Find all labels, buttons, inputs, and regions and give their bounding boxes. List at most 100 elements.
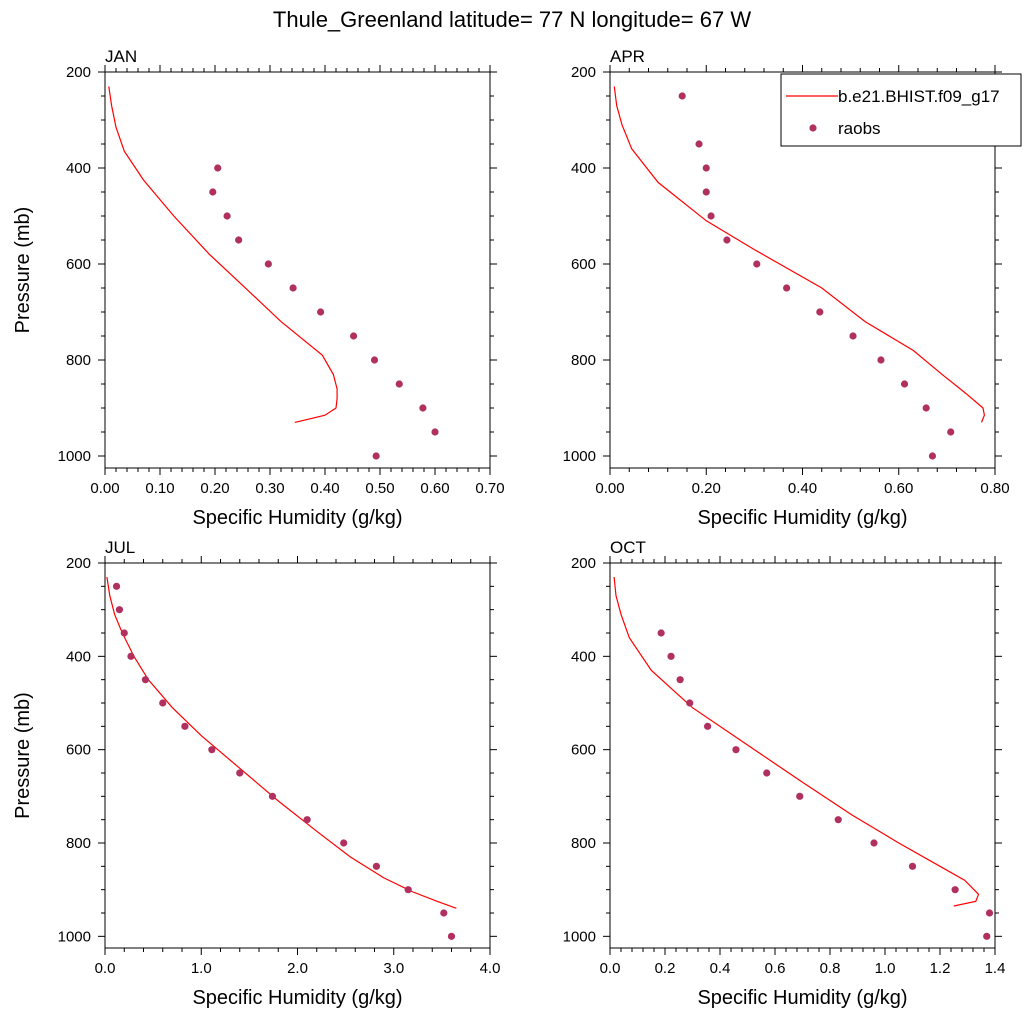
raobs-point: [922, 404, 930, 412]
raobs-point: [419, 404, 427, 412]
y-tick-label: 400: [66, 648, 91, 665]
x-tick-label: 0.00: [90, 480, 119, 497]
x-tick-label: 3.0: [383, 960, 404, 977]
y-tick-label: 200: [571, 64, 596, 81]
raobs-point: [763, 769, 771, 777]
chart-panel-jan: 0.00 0.10 0.20 0.30 0.40 0.50 0.60 0.70 200 400 60…: [12, 47, 505, 529]
y-tick-label: 800: [66, 835, 91, 852]
raobs-point: [404, 886, 412, 894]
raobs-point: [676, 676, 684, 684]
raobs-point: [447, 932, 456, 940]
chart-panel-jul: 0.0 1.0 2.0 3.0 4.0 200 400 600 800 1000 JUL Specif…: [12, 538, 500, 1009]
raobs-point: [783, 284, 791, 292]
y-tick-label: 600: [66, 256, 91, 273]
raobs-point: [667, 652, 675, 660]
x-tick-label: 0.40: [788, 480, 817, 497]
x-tick-label: 0.8: [820, 960, 841, 977]
raobs-point: [834, 816, 842, 824]
model-line: [613, 86, 986, 423]
x-tick-label: 0.40: [310, 480, 339, 497]
y-tick-label: 1000: [563, 448, 596, 465]
x-tick-label: 2.0: [287, 960, 308, 977]
x-axis-label: Specific Humidity (g/kg): [192, 507, 402, 529]
x-tick-label: 0.80: [980, 480, 1009, 497]
raobs-point: [951, 886, 959, 894]
raobs-point: [303, 816, 311, 824]
y-tick-label: 200: [66, 64, 91, 81]
x-axis-label: Specific Humidity (g/kg): [697, 507, 907, 529]
raobs-point: [340, 839, 348, 847]
panel-title: JUL: [105, 538, 135, 557]
model-line: [613, 576, 980, 907]
x-tick-label: 0.60: [420, 480, 449, 497]
y-tick-label: 600: [571, 742, 596, 759]
raobs-point: [372, 862, 381, 870]
legend-raobs-marker: [809, 124, 817, 132]
raobs-point: [908, 862, 917, 870]
raobs-point: [704, 722, 712, 730]
legend-raobs-label: raobs: [838, 119, 881, 138]
x-tick-label: 0.50: [365, 480, 394, 497]
raobs-point: [678, 92, 686, 100]
model-line: [106, 576, 457, 909]
x-axis-label: Specific Humidity (g/kg): [192, 987, 402, 1009]
raobs-point: [370, 356, 379, 364]
chart-panel-apr: 0.00 0.20 0.40 0.60 0.80 200 400 600 800 1000 APR S…: [563, 47, 1022, 529]
x-axis-label: Specific Humidity (g/kg): [697, 987, 907, 1009]
x-tick-label: 1.4: [985, 960, 1006, 977]
raobs-point: [141, 676, 150, 684]
y-tick-label: 400: [66, 160, 91, 177]
raobs-point: [796, 792, 804, 800]
plot-frame: [104, 562, 491, 949]
panel-title: OCT: [610, 538, 646, 557]
raobs-point: [900, 380, 909, 388]
y-tick-label: 800: [571, 352, 596, 369]
y-tick-label: 600: [571, 256, 596, 273]
raobs-point: [209, 188, 217, 196]
x-tick-label: 0.2: [655, 960, 676, 977]
raobs-point: [159, 699, 167, 707]
x-tick-label: 0.6: [765, 960, 786, 977]
raobs-point: [695, 140, 703, 148]
x-tick-label: 0.0: [95, 960, 116, 977]
y-tick-label: 800: [66, 352, 91, 369]
x-tick-label: 0.20: [200, 480, 229, 497]
legend-box: [780, 73, 1022, 147]
x-tick-label: 0.00: [595, 480, 624, 497]
x-tick-label: 0.0: [600, 960, 621, 977]
y-tick-label: 200: [66, 555, 91, 572]
x-tick-label: 0.70: [475, 480, 504, 497]
x-tick-label: 0.10: [145, 480, 174, 497]
raobs-point: [686, 699, 694, 707]
raobs-point: [928, 452, 937, 460]
raobs-point: [223, 212, 231, 220]
raobs-point: [753, 260, 761, 268]
figure-title: Thule_Greenland latitude= 77 N longitude…: [273, 7, 751, 32]
raobs-point: [289, 284, 297, 292]
raobs-point: [264, 260, 272, 268]
raobs-point: [707, 212, 715, 220]
raobs-point: [120, 629, 128, 637]
raobs-point: [947, 428, 955, 436]
raobs-point: [702, 188, 710, 196]
panel-title: APR: [610, 47, 645, 66]
panel-title: JAN: [105, 47, 137, 66]
raobs-point: [115, 606, 124, 614]
raobs-point: [350, 332, 358, 340]
raobs-point: [816, 308, 824, 316]
raobs-point: [372, 452, 380, 460]
raobs-point: [236, 769, 244, 777]
raobs-point: [112, 582, 121, 590]
legend-model-label: b.e21.BHIST.f09_g17: [838, 87, 1000, 106]
y-tick-label: 400: [571, 648, 596, 665]
raobs-point: [268, 792, 277, 800]
raobs-point: [702, 164, 710, 172]
plot-frame: [609, 562, 996, 949]
x-tick-label: 1.0: [875, 960, 896, 977]
raobs-point: [431, 428, 439, 436]
x-tick-label: 0.30: [255, 480, 284, 497]
raobs-point: [181, 722, 189, 730]
raobs-point: [214, 164, 222, 172]
y-tick-label: 1000: [563, 928, 596, 945]
